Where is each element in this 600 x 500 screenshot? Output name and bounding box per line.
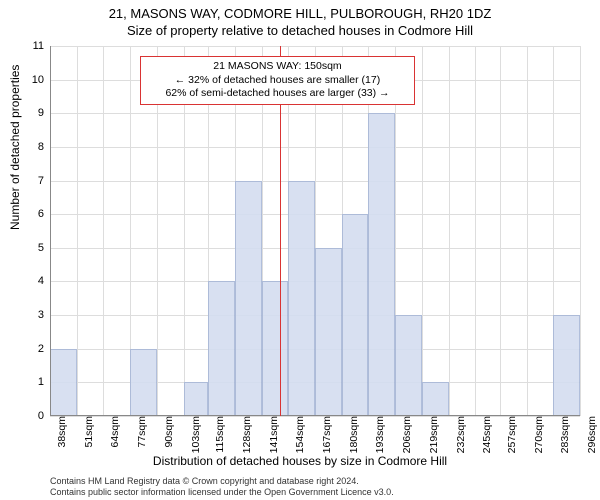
x-tick-label: 193sqm	[372, 416, 386, 453]
y-tick-label: 6	[38, 208, 50, 220]
x-tick-label: 51sqm	[81, 416, 95, 448]
y-tick-label: 5	[38, 242, 50, 254]
histogram-bar	[208, 281, 235, 416]
histogram-bar	[235, 181, 262, 416]
grid-line-vertical	[422, 46, 423, 416]
chart-title-subtitle: Size of property relative to detached ho…	[0, 21, 600, 38]
histogram-bar	[50, 349, 77, 416]
grid-line-vertical	[527, 46, 528, 416]
x-tick-label: 296sqm	[584, 416, 598, 453]
x-tick-label: 257sqm	[504, 416, 518, 453]
footer-line2: Contains public sector information licen…	[50, 487, 394, 498]
footer-attribution: Contains HM Land Registry data © Crown c…	[50, 476, 394, 498]
grid-line-vertical	[580, 46, 581, 416]
annotation-box: 21 MASONS WAY: 150sqm← 32% of detached h…	[140, 56, 415, 105]
annotation-line3: 62% of semi-detached houses are larger (…	[147, 87, 408, 101]
x-tick-label: 64sqm	[107, 416, 121, 448]
x-tick-label: 219sqm	[426, 416, 440, 453]
grid-line-vertical	[77, 46, 78, 416]
footer-line1: Contains HM Land Registry data © Crown c…	[50, 476, 394, 487]
histogram-bar	[342, 214, 369, 416]
y-tick-label: 10	[32, 74, 50, 86]
y-tick-label: 2	[38, 343, 50, 355]
y-tick-label: 8	[38, 141, 50, 153]
x-tick-label: 128sqm	[239, 416, 253, 453]
x-tick-label: 103sqm	[188, 416, 202, 453]
chart-title-address: 21, MASONS WAY, CODMORE HILL, PULBOROUGH…	[0, 0, 600, 21]
x-tick-label: 154sqm	[292, 416, 306, 453]
histogram-bar	[368, 113, 395, 416]
x-tick-label: 77sqm	[134, 416, 148, 448]
x-tick-label: 206sqm	[399, 416, 413, 453]
histogram-bar	[184, 382, 209, 416]
grid-line-vertical	[475, 46, 476, 416]
grid-line-vertical	[449, 46, 450, 416]
x-tick-label: 141sqm	[266, 416, 280, 453]
y-tick-label: 11	[33, 40, 50, 52]
histogram-bar	[553, 315, 580, 416]
annotation-line1: 21 MASONS WAY: 150sqm	[147, 60, 408, 74]
x-tick-label: 270sqm	[531, 416, 545, 453]
x-tick-label: 245sqm	[479, 416, 493, 453]
x-tick-label: 90sqm	[161, 416, 175, 448]
x-tick-label: 232sqm	[453, 416, 467, 453]
y-axis-label: Number of detached properties	[8, 65, 22, 230]
x-tick-label: 180sqm	[346, 416, 360, 453]
annotation-line2: ← 32% of detached houses are smaller (17…	[147, 74, 408, 88]
x-tick-label: 38sqm	[54, 416, 68, 448]
grid-line-vertical	[103, 46, 104, 416]
x-tick-label: 115sqm	[212, 416, 226, 453]
x-axis-label: Distribution of detached houses by size …	[0, 454, 600, 468]
x-tick-label: 283sqm	[557, 416, 571, 453]
histogram-bar	[395, 315, 422, 416]
histogram-bar	[288, 181, 315, 416]
histogram-bar	[262, 281, 289, 416]
y-tick-label: 9	[38, 107, 50, 119]
y-tick-label: 0	[38, 410, 50, 422]
y-tick-label: 3	[38, 309, 50, 321]
y-tick-label: 7	[38, 175, 50, 187]
histogram-bar	[130, 349, 157, 416]
y-tick-label: 4	[38, 275, 50, 287]
x-tick-label: 167sqm	[319, 416, 333, 453]
grid-line-vertical	[500, 46, 501, 416]
y-tick-label: 1	[38, 376, 50, 388]
histogram-bar	[315, 248, 342, 416]
grid-line-horizontal	[50, 416, 580, 417]
histogram-bar	[422, 382, 449, 416]
chart-plot-area: 0123456789101138sqm51sqm64sqm77sqm90sqm1…	[50, 46, 580, 416]
